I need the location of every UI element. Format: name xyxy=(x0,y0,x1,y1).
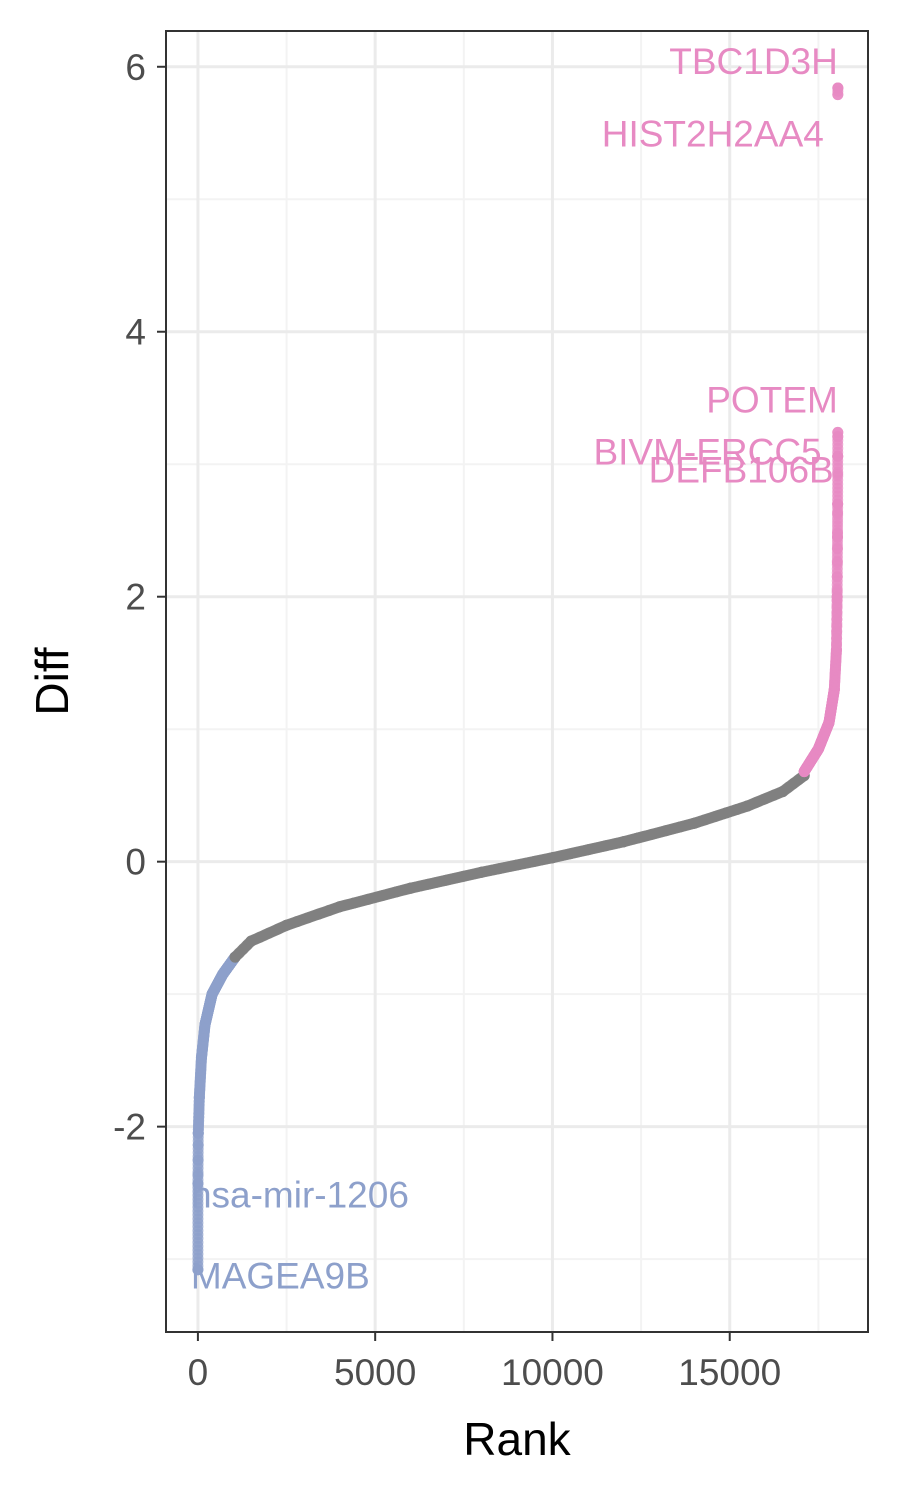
data-point-neutral xyxy=(674,821,686,833)
data-point-neutral xyxy=(564,848,576,860)
data-point-neutral xyxy=(334,901,346,913)
x-tick-label: 10000 xyxy=(501,1352,604,1393)
y-axis-title: Diff xyxy=(26,647,78,715)
gene-label-hist2h2aa4: HIST2H2AA4 xyxy=(602,114,824,155)
data-point-neutral xyxy=(281,919,293,931)
data-point-neutral xyxy=(750,796,762,808)
x-axis: 0 5000 10000 15000 xyxy=(188,1332,781,1393)
gene-label-potem: POTEM xyxy=(706,379,838,420)
gene-labels: TBC1D3H HIST2H2AA4 POTEM DEFB106BBIVM-ERCC5… xyxy=(191,41,838,1297)
data-point-neutral xyxy=(376,890,388,902)
data-point-neutral xyxy=(362,893,374,905)
data-point-up xyxy=(832,82,844,94)
data-point-neutral xyxy=(600,840,612,852)
data-point-neutral xyxy=(546,852,558,864)
data-point-neutral xyxy=(699,814,711,826)
x-tick-label: 0 xyxy=(188,1352,209,1393)
data-point-neutral xyxy=(731,803,743,815)
gene-label-tbc1d3h: TBC1D3H xyxy=(669,41,838,82)
data-point-neutral xyxy=(291,916,303,928)
data-point-neutral xyxy=(440,874,452,886)
x-axis-title: Rank xyxy=(463,1413,571,1465)
panel-border xyxy=(165,30,869,1333)
y-tick-label: 6 xyxy=(125,47,146,88)
data-point-neutral xyxy=(582,844,594,856)
minor-gridlines xyxy=(166,31,868,1332)
data-point-neutral xyxy=(405,882,417,894)
data-point-neutral xyxy=(245,935,257,947)
data-point-neutral xyxy=(529,855,541,867)
data-points xyxy=(192,82,844,1276)
data-point-neutral xyxy=(458,870,470,882)
data-point-neutral xyxy=(263,927,275,939)
y-tick-label: 0 xyxy=(125,842,146,883)
data-point-neutral xyxy=(741,800,753,812)
data-point-neutral xyxy=(646,828,658,840)
data-point-neutral xyxy=(254,931,266,943)
data-point-neutral xyxy=(660,825,672,837)
data-point-neutral xyxy=(493,863,505,875)
y-tick-label: -2 xyxy=(113,1107,146,1148)
data-point-neutral xyxy=(272,923,284,935)
y-tick-label: 2 xyxy=(125,577,146,618)
y-tick-label: 4 xyxy=(125,312,146,353)
data-point-neutral xyxy=(302,912,314,924)
data-point-neutral xyxy=(312,908,324,920)
x-tick-label: 5000 xyxy=(334,1352,416,1393)
data-point-up xyxy=(832,426,844,438)
data-point-neutral xyxy=(617,836,629,848)
data-point-neutral xyxy=(476,866,488,878)
data-point-neutral xyxy=(720,807,732,819)
x-tick-label: 15000 xyxy=(678,1352,781,1393)
data-point-neutral xyxy=(348,897,360,909)
data-point-neutral xyxy=(632,832,644,844)
gene-label-hsa-mir-1206: hsa-mir-1206 xyxy=(191,1175,409,1216)
data-point-neutral xyxy=(422,878,434,890)
gene-label-defb106b: DEFB106B xyxy=(649,449,834,490)
data-point-neutral xyxy=(768,789,780,801)
data-point-neutral xyxy=(323,904,335,916)
data-point-neutral xyxy=(759,793,771,805)
y-axis: -2 0 2 4 6 xyxy=(113,47,166,1148)
gene-label-bivm-ercc5: BIVM-ERCC5 xyxy=(593,431,821,472)
data-point-neutral xyxy=(390,886,402,898)
data-point-neutral xyxy=(688,817,700,829)
data-point-neutral xyxy=(710,810,722,822)
data-point-neutral xyxy=(511,859,523,871)
gene-label-magea9b: MAGEA9B xyxy=(191,1256,370,1297)
